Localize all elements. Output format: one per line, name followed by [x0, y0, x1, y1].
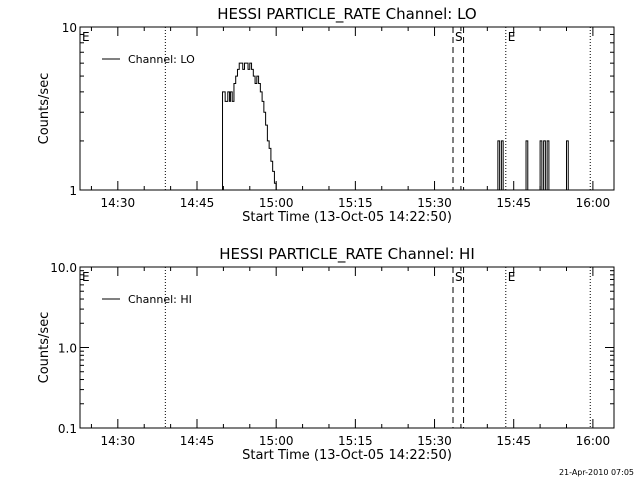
marker-label: E — [508, 30, 516, 44]
legend-label: Channel: HI — [128, 293, 192, 306]
plot-frame — [79, 266, 615, 429]
marker-label: E — [82, 270, 90, 284]
x-tick-label: 15:30 — [417, 434, 452, 448]
x-tick-label: 14:30 — [101, 196, 136, 210]
x-tick-label: 16:00 — [576, 196, 611, 210]
y-tick-label: 0.1 — [58, 422, 77, 436]
x-tick-label: 14:45 — [180, 434, 215, 448]
x-tick-label: 15:15 — [338, 196, 373, 210]
y-tick-label: 1 — [69, 184, 77, 198]
x-tick-label: 16:00 — [576, 434, 611, 448]
x-tick-label: 15:45 — [496, 196, 531, 210]
plot-frame — [79, 26, 615, 191]
marker-label: E — [82, 30, 90, 44]
legend-label: Channel: LO — [128, 53, 195, 66]
chart-title: HESSI PARTICLE_RATE Channel: LO — [217, 5, 476, 24]
series-line — [221, 62, 569, 191]
marker-label: S — [455, 30, 463, 44]
y-tick-label: 10.0 — [50, 261, 77, 275]
y-tick-label: 1.0 — [58, 342, 77, 356]
x-tick-label: 14:45 — [180, 196, 215, 210]
marker-label: E — [508, 270, 516, 284]
y-tick-label: 10 — [62, 21, 77, 35]
x-tick-label: 15:45 — [496, 434, 531, 448]
chart-title: HESSI PARTICLE_RATE Channel: HI — [219, 245, 475, 264]
footer-timestamp: 21-Apr-2010 07:05 — [558, 468, 634, 477]
y-axis-label: Counts/sec — [37, 312, 52, 384]
x-axis-label: Start Time (13-Oct-05 14:22:50) — [242, 448, 452, 463]
y-axis-label: Counts/sec — [37, 73, 52, 145]
x-tick-label: 15:15 — [338, 434, 373, 448]
x-tick-label: 15:30 — [417, 196, 452, 210]
x-tick-label: 14:30 — [101, 434, 136, 448]
x-axis-label: Start Time (13-Oct-05 14:22:50) — [242, 210, 452, 225]
x-tick-label: 15:00 — [259, 196, 294, 210]
marker-label: S — [455, 270, 463, 284]
x-tick-label: 15:00 — [259, 434, 294, 448]
